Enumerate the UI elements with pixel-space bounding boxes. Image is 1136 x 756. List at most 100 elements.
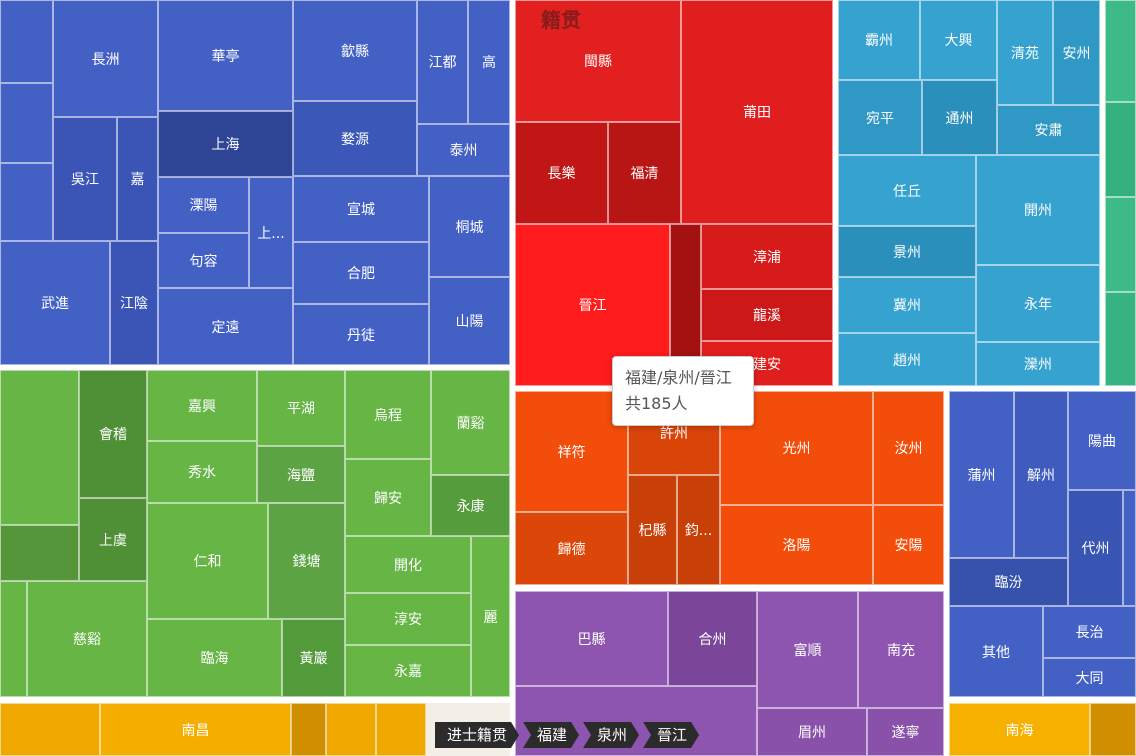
- treemap-tile[interactable]: 蒲州: [949, 391, 1014, 558]
- treemap-tile[interactable]: 山陽: [429, 277, 510, 365]
- treemap-tile-unlabeled[interactable]: [1123, 490, 1136, 606]
- treemap-tile-unlabeled[interactable]: [0, 163, 53, 241]
- treemap-tile[interactable]: 蘭谿: [431, 370, 510, 475]
- treemap-tile[interactable]: 眉州: [757, 708, 867, 756]
- treemap-tile[interactable]: 淳安: [345, 593, 471, 645]
- treemap-tile[interactable]: 嘉: [117, 117, 158, 241]
- treemap-tile[interactable]: 南昌: [100, 703, 291, 756]
- treemap-tile[interactable]: 上海: [158, 111, 293, 177]
- treemap-tile[interactable]: 臨海: [147, 619, 282, 697]
- treemap-tile[interactable]: 溧陽: [158, 177, 249, 233]
- treemap-tile[interactable]: 安肅: [997, 105, 1100, 155]
- treemap-tile[interactable]: 代州: [1068, 490, 1123, 606]
- treemap-tile[interactable]: 洛陽: [720, 505, 873, 585]
- treemap-tile[interactable]: 句容: [158, 233, 249, 288]
- treemap-tile[interactable]: 江陰: [110, 241, 158, 365]
- treemap-tile[interactable]: 鈞...: [677, 475, 720, 585]
- treemap-tile-unlabeled[interactable]: [1090, 703, 1136, 756]
- treemap-tile[interactable]: 慈谿: [27, 581, 147, 697]
- treemap-tile[interactable]: 泰州: [417, 124, 510, 176]
- treemap-tile[interactable]: 陽曲: [1068, 391, 1136, 490]
- treemap-tile[interactable]: 南充: [858, 591, 944, 708]
- treemap-tile[interactable]: 永年: [976, 265, 1100, 342]
- treemap-tile[interactable]: 大興: [920, 0, 997, 80]
- treemap-tile[interactable]: 永康: [431, 475, 510, 536]
- treemap-tile[interactable]: 上...: [249, 177, 293, 288]
- treemap-tile[interactable]: 烏程: [345, 370, 431, 459]
- treemap-tile[interactable]: 合肥: [293, 242, 429, 304]
- treemap-tile[interactable]: 長樂: [515, 122, 608, 224]
- treemap-tile-unlabeled[interactable]: [0, 581, 27, 697]
- treemap-tile[interactable]: 解州: [1014, 391, 1068, 558]
- treemap-tile[interactable]: 臨汾: [949, 558, 1068, 606]
- treemap-tile[interactable]: 宣城: [293, 176, 429, 242]
- treemap-tile-unlabeled[interactable]: [326, 703, 376, 756]
- treemap-tile[interactable]: 麗: [471, 536, 510, 697]
- treemap-tile[interactable]: 祥符: [515, 391, 628, 512]
- treemap-tile[interactable]: 任丘: [838, 155, 976, 226]
- treemap-tile[interactable]: 遂寧: [867, 708, 944, 756]
- treemap-tile[interactable]: 長洲: [53, 0, 158, 117]
- treemap-tile-unlabeled[interactable]: [0, 703, 100, 756]
- treemap-tile-unlabeled[interactable]: [376, 703, 426, 756]
- treemap-tile[interactable]: 丹徒: [293, 304, 429, 365]
- treemap-tile[interactable]: 安陽: [873, 505, 944, 585]
- treemap-tile[interactable]: 歸安: [345, 459, 431, 536]
- treemap-tile[interactable]: 南海: [949, 703, 1090, 756]
- treemap-tile[interactable]: 灤州: [976, 342, 1100, 386]
- treemap-tile[interactable]: 歙縣: [293, 0, 417, 101]
- treemap-tile[interactable]: 福清: [608, 122, 681, 224]
- treemap-tile[interactable]: 吳江: [53, 117, 117, 241]
- treemap-tile[interactable]: 定遠: [158, 288, 293, 365]
- treemap-tile[interactable]: 武進: [0, 241, 110, 365]
- treemap-tile[interactable]: 仁和: [147, 503, 268, 619]
- treemap-tile-unlabeled[interactable]: [0, 370, 79, 525]
- treemap-tile[interactable]: 錢塘: [268, 503, 345, 619]
- treemap-tile[interactable]: 長治: [1043, 606, 1136, 658]
- treemap-tile[interactable]: 會稽: [79, 370, 147, 498]
- treemap-tile-unlabeled[interactable]: [0, 83, 53, 163]
- treemap-tile[interactable]: 嘉興: [147, 370, 257, 441]
- treemap-tile[interactable]: 閩縣: [515, 0, 681, 122]
- treemap-tile[interactable]: 莆田: [681, 0, 833, 224]
- treemap-tile[interactable]: 平湖: [257, 370, 345, 446]
- treemap-tile[interactable]: 婺源: [293, 101, 417, 176]
- treemap-tile[interactable]: 漳浦: [701, 224, 833, 289]
- treemap-tile[interactable]: 高: [468, 0, 510, 124]
- treemap-tile[interactable]: 清苑: [997, 0, 1053, 105]
- treemap-tile[interactable]: 宛平: [838, 80, 922, 155]
- treemap-tile[interactable]: 上虞: [79, 498, 147, 581]
- treemap-tile[interactable]: 巴縣: [515, 591, 668, 686]
- treemap-tile[interactable]: 海鹽: [257, 446, 345, 503]
- treemap-tile[interactable]: 通州: [922, 80, 997, 155]
- treemap-tile-unlabeled[interactable]: [291, 703, 326, 756]
- treemap-tile[interactable]: 開化: [345, 536, 471, 593]
- treemap-tile[interactable]: 安州: [1053, 0, 1100, 105]
- treemap-tile-unlabeled[interactable]: [1105, 0, 1136, 102]
- treemap-tile[interactable]: 杞縣: [628, 475, 677, 585]
- treemap-tile-unlabeled[interactable]: [1105, 197, 1136, 292]
- treemap-tile[interactable]: 龍溪: [701, 289, 833, 341]
- treemap-tile-unlabeled[interactable]: [1105, 292, 1136, 386]
- treemap-tile[interactable]: 大同: [1043, 658, 1136, 697]
- treemap-tile[interactable]: 其他: [949, 606, 1043, 697]
- treemap-tile[interactable]: 華亭: [158, 0, 293, 111]
- breadcrumb-item-county[interactable]: 晉江: [643, 722, 699, 748]
- treemap-tile[interactable]: 合州: [668, 591, 757, 686]
- treemap-tile[interactable]: 景州: [838, 226, 976, 277]
- treemap-tile[interactable]: 永嘉: [345, 645, 471, 697]
- treemap-tile[interactable]: 秀水: [147, 441, 257, 503]
- treemap-tile[interactable]: 富順: [757, 591, 858, 708]
- treemap-tile-unlabeled[interactable]: [0, 525, 79, 581]
- treemap-tile[interactable]: 江都: [417, 0, 468, 124]
- treemap-tile[interactable]: 汝州: [873, 391, 944, 505]
- treemap-tile-unlabeled[interactable]: [1105, 102, 1136, 197]
- breadcrumb-item-root[interactable]: 进士籍贯: [435, 722, 519, 748]
- treemap-tile-unlabeled[interactable]: [0, 0, 53, 83]
- breadcrumb-item-province[interactable]: 福建: [523, 722, 579, 748]
- treemap-tile[interactable]: 趙州: [838, 333, 976, 386]
- treemap-tile[interactable]: 霸州: [838, 0, 920, 80]
- treemap-tile[interactable]: 歸德: [515, 512, 628, 585]
- treemap-tile[interactable]: 冀州: [838, 277, 976, 333]
